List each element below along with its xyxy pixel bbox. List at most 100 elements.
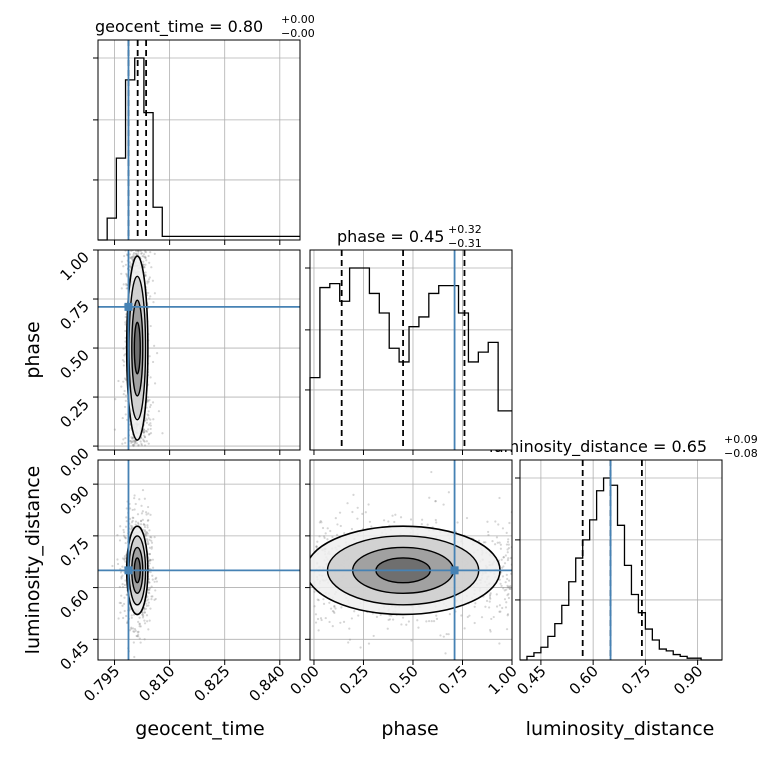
scatter-point [356,517,359,520]
scatter-point [114,398,117,401]
scatter-point [125,507,128,510]
scatter-point [339,524,342,528]
scatter-point [121,574,124,577]
scatter-point [146,620,149,623]
scatter-point [393,520,396,524]
scatter-point [498,541,501,544]
scatter-point [499,547,502,550]
scatter-point [121,583,124,586]
scatter-point [132,436,135,439]
scatter-point [134,629,137,632]
scatter-point [146,396,149,399]
scatter-point [147,512,150,515]
scatter-point [140,512,144,515]
hist-panel-geocent-time [93,39,301,245]
scatter-point [506,558,510,562]
scatter-point [488,606,491,609]
scatter-point [332,610,335,613]
scatter-point [149,295,152,298]
scatter-point [488,628,492,632]
scatter-point [148,562,151,565]
scatter-point [150,545,153,549]
scatter-point [147,400,150,403]
scatter-point [149,513,152,516]
scatter-point [147,581,151,584]
scatter-point [134,440,137,444]
hist-panel-geocent-time-bg [98,40,300,240]
scatter-point [134,520,138,523]
scatter-point [352,493,355,497]
scatter-point [323,536,326,540]
scatter-point [335,533,339,536]
scatter-point [147,588,150,591]
scatter-point [124,399,127,402]
scatter-point [145,602,148,605]
scatter-point [137,521,140,524]
scatter-point [142,614,145,617]
scatter-point [145,513,148,516]
scatter-point [135,442,138,445]
scatter-point [140,252,143,255]
tick-label-y-phase: 0.25 [56,395,92,431]
scatter-point [131,437,134,440]
scatter-point [143,430,146,434]
scatter-point [386,627,389,630]
scatter-point [348,638,352,641]
scatter-point [317,629,320,632]
scatter-point [505,588,508,591]
scatter-point [508,586,511,589]
scatter-point [130,627,133,630]
xlabel-geocent-time: geocent_time [135,718,264,740]
scatter-point [148,405,152,409]
scatter-point [132,630,135,633]
scatter-point [132,516,135,520]
scatter-point [343,531,346,535]
scatter-point [401,616,405,619]
scatter-point [121,604,124,607]
scatter-point [148,589,151,592]
scatter-point [153,598,156,601]
scatter-point [498,578,501,581]
scatter-point [143,266,146,269]
scatter-point [495,605,499,608]
scatter-point [150,595,153,598]
scatter-point [140,442,143,445]
scatter-point [151,558,155,561]
scatter-point [430,470,433,474]
scatter-point [118,585,121,589]
scatter-point [134,440,137,443]
scatter-point [121,359,125,362]
scatter-point [450,661,452,663]
scatter-point [145,538,149,541]
hist-step-geocent-time [98,57,300,241]
scatter-point [149,418,152,421]
scatter-point [149,376,152,379]
scatter-point [143,524,146,527]
scatter-point [123,609,126,613]
scatter-point [128,253,132,256]
scatter-point [143,530,147,533]
scatter-point [120,594,123,597]
scatter-point [125,520,128,523]
scatter-point [130,440,134,443]
scatter-point [435,521,438,524]
scatter-point [499,582,502,585]
scatter-point [143,608,146,611]
scatter-point [356,506,359,509]
scatter-point [134,523,137,526]
scatter-point [499,543,502,546]
scatter-point [133,439,136,442]
scatter-point [122,380,125,383]
hist-panel-geocent-time-frame [97,39,301,241]
scatter-point [147,254,150,258]
scatter-point [427,619,431,623]
tick-label-y-phase: 1.00 [56,248,92,284]
scatter-point [318,521,321,524]
scatter-point [338,511,342,514]
scatter-point [149,535,152,539]
scatter-point [442,503,445,506]
scatter-point [153,382,157,385]
scatter-point [124,579,127,582]
hist-panel-phase-bg [310,250,512,450]
scatter-point [141,613,144,616]
